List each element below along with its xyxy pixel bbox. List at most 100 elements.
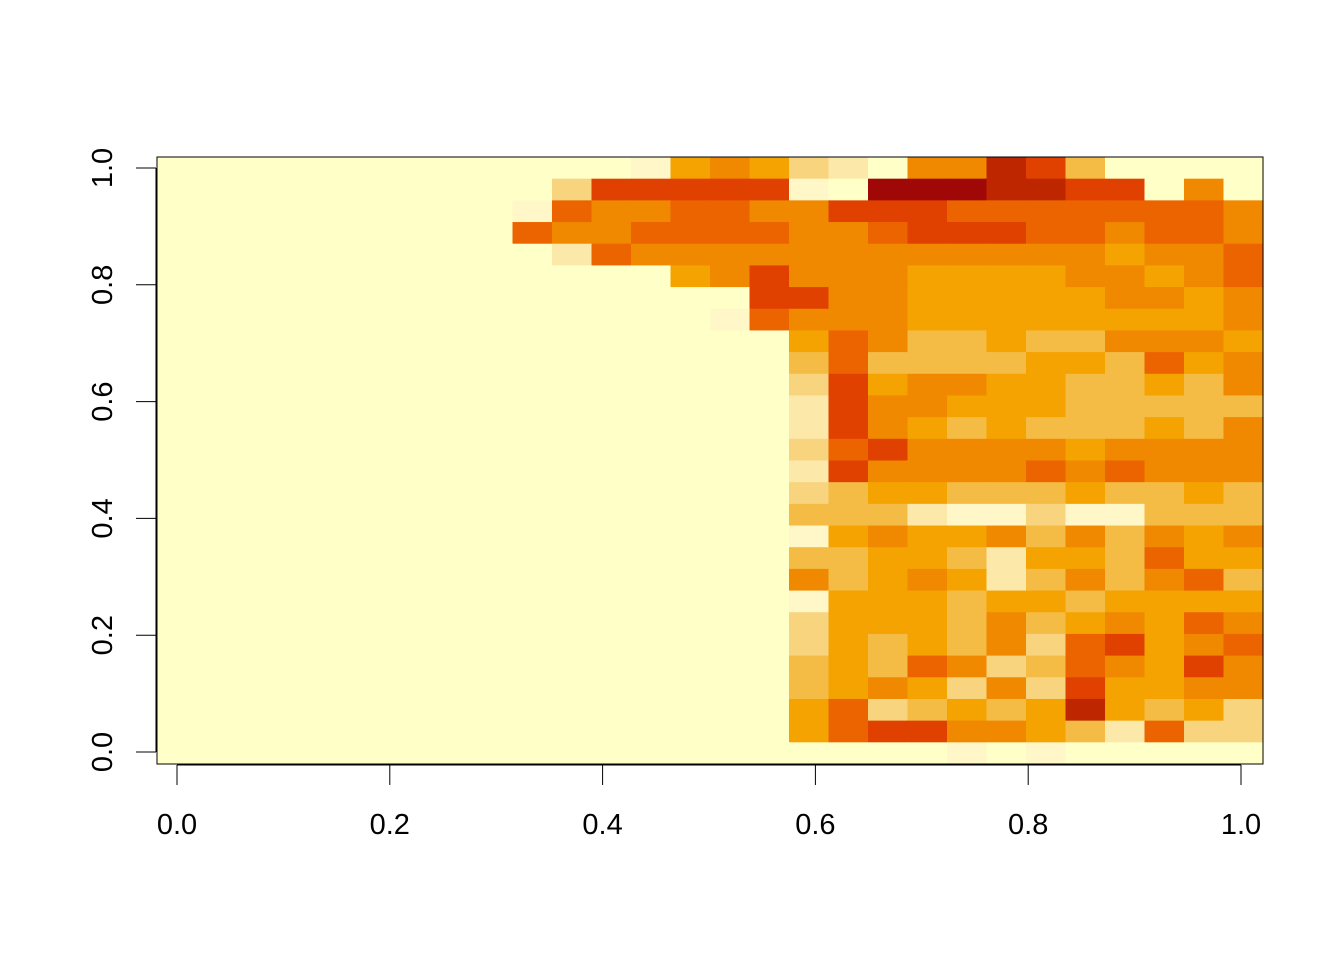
heatmap-cell — [1026, 200, 1067, 223]
heatmap-cell — [1105, 655, 1146, 678]
heatmap-cell — [591, 417, 632, 440]
heatmap-cell — [552, 265, 593, 288]
heatmap-cell — [749, 525, 790, 548]
heatmap-cell — [1026, 655, 1067, 678]
heatmap-cell — [394, 157, 435, 180]
heatmap-cell — [354, 157, 395, 180]
heatmap-cell — [907, 222, 948, 245]
heatmap-cell — [196, 503, 237, 527]
heatmap-cell — [986, 287, 1027, 310]
heatmap-cell — [828, 655, 869, 678]
heatmap-cell — [986, 460, 1027, 483]
heatmap-cell — [670, 330, 711, 353]
heatmap-cell — [1184, 525, 1225, 548]
heatmap-cell — [512, 742, 553, 765]
heatmap-cell — [1223, 178, 1264, 201]
heatmap-cell — [354, 698, 395, 722]
heatmap-cell — [789, 525, 830, 548]
heatmap-cell — [947, 373, 988, 397]
heatmap-cell — [1026, 460, 1067, 483]
heatmap-cell — [631, 200, 672, 223]
heatmap-cell — [196, 720, 237, 743]
heatmap-cell — [196, 525, 237, 548]
heatmap-cell — [157, 612, 198, 635]
heatmap-cell — [907, 698, 948, 722]
heatmap-cell — [512, 655, 553, 678]
heatmap-cell — [552, 677, 593, 700]
y-axis: 0.0 0.2 0.4 0.6 0.8 1.0 — [87, 148, 157, 772]
heatmap-cell — [670, 655, 711, 678]
heatmap-cell — [473, 633, 514, 657]
heatmap-cell — [1026, 265, 1067, 288]
heatmap-cell — [631, 655, 672, 678]
heatmap-cell — [789, 720, 830, 743]
heatmap-cell — [986, 438, 1027, 462]
heatmap-cell — [789, 287, 830, 310]
heatmap-cell — [354, 720, 395, 743]
heatmap-cell — [947, 590, 988, 613]
heatmap-cell — [1105, 200, 1146, 223]
heatmap-cell — [1223, 287, 1264, 310]
heatmap-cell — [670, 633, 711, 657]
heatmap-cell — [394, 330, 435, 353]
heatmap-cell — [749, 352, 790, 375]
heatmap-cell — [354, 742, 395, 765]
heatmap-cell — [512, 178, 553, 201]
heatmap-cell — [473, 200, 514, 223]
heatmap-cell — [1105, 373, 1146, 397]
heatmap-cell — [591, 612, 632, 635]
heatmap-cell — [433, 352, 474, 375]
heatmap-cell — [907, 482, 948, 505]
heatmap-cell — [473, 308, 514, 332]
heatmap-cell — [1105, 612, 1146, 635]
heatmap-cell — [512, 373, 553, 397]
heatmap-cell — [552, 417, 593, 440]
heatmap-cell — [828, 265, 869, 288]
heatmap-cell — [196, 395, 237, 418]
heatmap-cell — [315, 287, 356, 310]
heatmap-cell — [1105, 157, 1146, 180]
heatmap-cell — [315, 395, 356, 418]
heatmap-cell — [552, 590, 593, 613]
heatmap-cell — [947, 503, 988, 527]
heatmap-cell — [315, 482, 356, 505]
heatmap-cell — [236, 265, 277, 288]
heatmap-cell — [354, 503, 395, 527]
heatmap-cell — [749, 265, 790, 288]
heatmap-cell — [157, 720, 198, 743]
heatmap-cell — [1105, 525, 1146, 548]
heatmap-cell — [986, 308, 1027, 332]
heatmap-cell — [749, 460, 790, 483]
heatmap-cell — [670, 568, 711, 592]
heatmap-cell — [670, 438, 711, 462]
heatmap-cell — [1223, 742, 1264, 765]
heatmap-cell — [670, 395, 711, 418]
heatmap-cell — [275, 200, 316, 223]
heatmap-cell — [1026, 612, 1067, 635]
heatmap-cells — [157, 157, 1264, 765]
heatmap-cell — [315, 720, 356, 743]
heatmap-cell — [196, 417, 237, 440]
heatmap-cell — [1105, 720, 1146, 743]
heatmap-cell — [433, 460, 474, 483]
heatmap-cell — [236, 395, 277, 418]
heatmap-cell — [552, 308, 593, 332]
heatmap-cell — [1144, 655, 1185, 678]
heatmap-cell — [670, 417, 711, 440]
heatmap-cell — [1223, 395, 1264, 418]
heatmap-cell — [275, 612, 316, 635]
heatmap-cell — [1026, 720, 1067, 743]
heatmap-cell — [552, 482, 593, 505]
heatmap-cell — [1223, 590, 1264, 613]
heatmap-cell — [1144, 720, 1185, 743]
heatmap-cell — [789, 308, 830, 332]
heatmap-cell — [1026, 178, 1067, 201]
heatmap-cell — [552, 698, 593, 722]
heatmap-cell — [552, 373, 593, 397]
heatmap-cell — [512, 308, 553, 332]
heatmap-cell — [591, 308, 632, 332]
heatmap-cell — [157, 503, 198, 527]
heatmap-cell — [394, 243, 435, 266]
heatmap-cell — [394, 612, 435, 635]
heatmap-cell — [631, 720, 672, 743]
